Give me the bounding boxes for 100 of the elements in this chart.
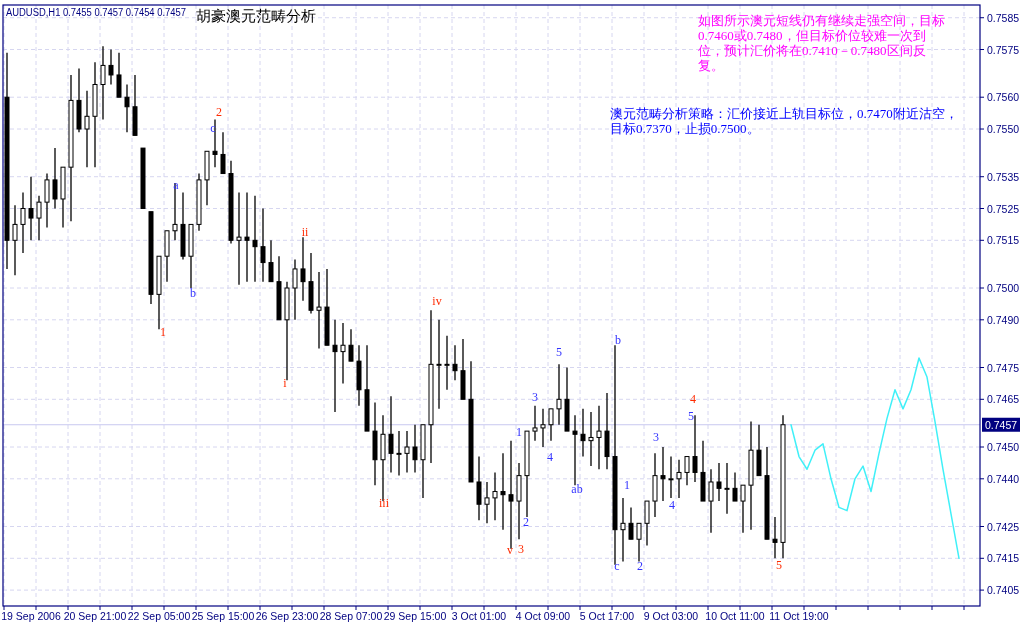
x-tick-label: 22 Sep 05:00 [127, 610, 191, 622]
y-tick-label: 0.7525 [987, 202, 1020, 215]
candlestick [172, 182, 178, 241]
annotation: 1 [160, 325, 166, 339]
candlestick [332, 319, 338, 413]
ref-line-label: 0.7457 [985, 418, 1018, 431]
candlestick [644, 500, 650, 547]
annotation: 5 [776, 558, 782, 572]
y-tick-label: 0.7575 [987, 43, 1020, 56]
candlestick [436, 319, 442, 410]
annotation: 2 [637, 559, 643, 573]
y-tick-label: 0.7405 [987, 584, 1020, 597]
y-tick-label: 0.7535 [987, 170, 1020, 183]
candlestick [620, 497, 626, 563]
candlestick [12, 204, 18, 276]
candlestick [396, 430, 402, 477]
x-tick-label: 3 Oct 01:00 [451, 610, 507, 622]
candlestick [116, 52, 122, 98]
candlestick [292, 258, 298, 321]
annotation: 3 [532, 390, 538, 404]
candlestick [716, 462, 722, 502]
candlestick [548, 408, 554, 442]
candlestick [348, 328, 354, 362]
x-tick-label: 10 Oct 11:00 [705, 610, 765, 622]
x-tick-label: 5 Oct 17:00 [579, 610, 635, 622]
candlestick [84, 90, 90, 168]
annotation: ab [571, 482, 583, 496]
candlestick [236, 191, 242, 286]
candlestick [684, 455, 690, 486]
candlestick [108, 48, 114, 86]
annotation: iv [432, 294, 442, 308]
annotation: 1 [516, 425, 522, 439]
candlestick [572, 414, 578, 486]
candlestick [220, 131, 226, 175]
candlestick [676, 459, 682, 499]
candlestick [692, 414, 698, 483]
candlestick [244, 191, 250, 283]
annotation: 5 [556, 345, 562, 359]
annotation: iii [378, 496, 390, 510]
candlestick [316, 271, 322, 350]
candlestick [708, 468, 714, 534]
candlestick [252, 195, 258, 283]
x-tick-label: 25 Sep 15:00 [191, 610, 255, 622]
candlestick [532, 405, 538, 442]
y-tick-label: 0.7560 [987, 91, 1020, 104]
x-tick-label: 11 Oct 19:00 [769, 610, 829, 622]
annotation: 1 [624, 478, 630, 492]
x-tick-label: 29 Sep 15:00 [383, 610, 447, 622]
candlestick [556, 363, 562, 426]
chart-title: 胡豪澳元范畴分析 [196, 8, 316, 24]
candlestick [476, 455, 482, 521]
y-tick-label: 0.7515 [987, 234, 1020, 247]
x-tick-label: 19 Sep 2006 [1, 610, 61, 622]
annotation: 2 [523, 515, 529, 529]
annotation: c [210, 121, 216, 135]
candlestick [492, 471, 498, 521]
candlestick [268, 239, 274, 283]
candlestick [636, 522, 642, 563]
y-tick-label: 0.7585 [987, 11, 1020, 24]
annotation: 4 [547, 450, 553, 464]
annotation: a [173, 178, 180, 192]
y-tick-label: 0.7440 [987, 472, 1020, 485]
candlestick [300, 236, 306, 302]
y-tick-label: 0.7425 [987, 520, 1020, 533]
candlestick [388, 395, 394, 474]
annotation: v [507, 543, 513, 557]
y-tick-label: 0.7465 [987, 393, 1020, 406]
candlestick [596, 405, 602, 470]
candlestick [212, 118, 218, 168]
candlestick [20, 191, 26, 254]
candlestick [100, 45, 106, 121]
annotation: 澳元范畴分析策略：汇价接近上轨目标位，0.7470附近沽空，目标0.7370，止损0.7500。 [610, 106, 959, 136]
x-tick-label: 28 Sep 07:00 [319, 610, 383, 622]
annotation: 2 [216, 105, 222, 119]
candlestick [540, 408, 546, 448]
annotation: c [614, 559, 620, 573]
candlestick [44, 172, 50, 229]
candlestick [36, 195, 42, 241]
candlestick [444, 335, 450, 391]
x-tick-label: 4 Oct 09:00 [515, 610, 571, 622]
y-tick-label: 0.7415 [987, 552, 1020, 565]
candlestick [660, 446, 666, 502]
candlestick [668, 455, 674, 499]
candlestick [508, 440, 514, 550]
y-tick-label: 0.7550 [987, 123, 1020, 136]
candlestick [340, 322, 346, 385]
y-tick-label: 0.7490 [987, 313, 1020, 326]
x-tick-label: 26 Sep 23:00 [255, 610, 319, 622]
candlestick [484, 481, 490, 524]
x-tick-label: 20 Sep 21:00 [63, 610, 127, 622]
annotation: 4 [690, 392, 696, 406]
x-tick-label: 9 Oct 03:00 [643, 610, 699, 622]
candlestick [724, 462, 730, 515]
annotation: 5 [688, 409, 694, 423]
candlestick [772, 516, 778, 559]
annotation: ii [301, 225, 309, 239]
annotation: 如图所示澳元短线仍有继续走强空间，目标0.7460或0.7480，但目标价位较难一次到位，预计汇价将在0.7410－0.7480区间反复。 [698, 13, 946, 73]
candlestick [260, 207, 266, 283]
y-tick-label: 0.7475 [987, 361, 1020, 374]
annotation: 3 [518, 542, 524, 556]
